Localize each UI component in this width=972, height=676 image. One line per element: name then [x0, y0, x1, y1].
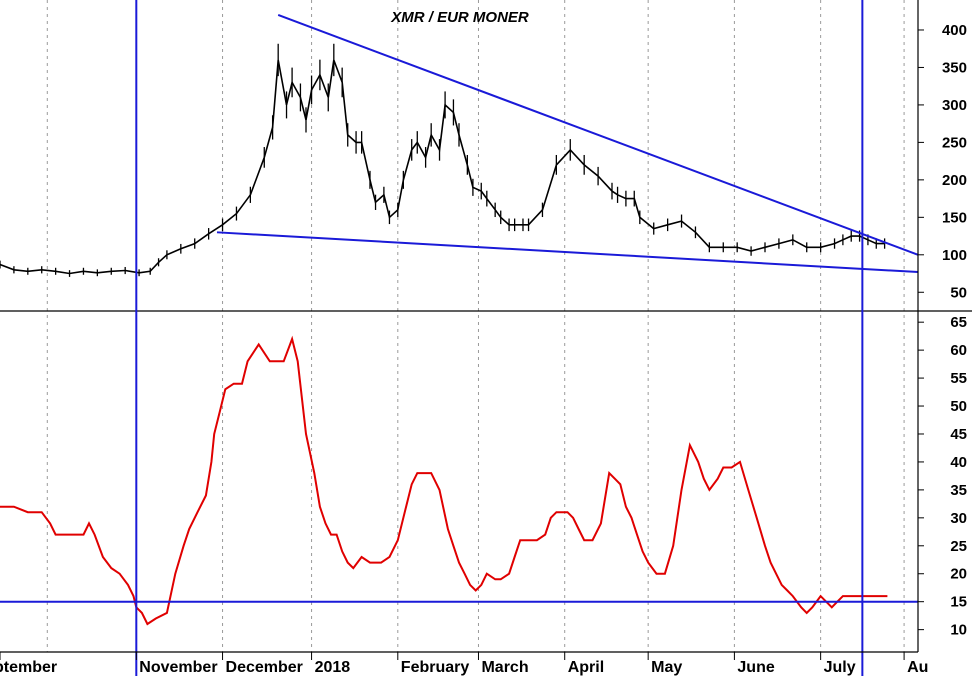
oscillator-ytick-label: 15: [950, 594, 967, 611]
month-label: 2018: [315, 659, 351, 676]
price-ytick-label: 200: [942, 172, 967, 189]
month-label: December: [226, 659, 303, 676]
month-label: ptember: [0, 659, 57, 676]
month-label: May: [651, 659, 682, 676]
trendline: [216, 231, 919, 274]
oscillator-ytick-label: 60: [950, 342, 967, 359]
month-label: June: [737, 659, 774, 676]
price-ytick-label: 400: [942, 22, 967, 39]
oscillator-ytick-label: 35: [950, 482, 967, 499]
month-label: November: [139, 659, 217, 676]
month-label: March: [481, 659, 528, 676]
price-ytick-label: 150: [942, 209, 967, 226]
trendline: [277, 14, 919, 256]
month-label: Au: [907, 659, 928, 676]
oscillator-panel: [0, 335, 888, 626]
oscillator-ytick-label: 40: [950, 454, 967, 471]
oscillator-ytick-label: 25: [950, 538, 967, 555]
price-panel: [0, 14, 919, 277]
oscillator-series-line: [0, 335, 888, 626]
month-label: April: [568, 659, 604, 676]
oscillator-ytick-label: 10: [950, 622, 967, 639]
oscillator-ytick-label: 55: [950, 370, 967, 387]
oscillator-ytick-label: 65: [950, 314, 967, 331]
month-label: July: [824, 659, 856, 676]
oscillator-ytick-label: 30: [950, 510, 967, 527]
oscillator-ytick-label: 20: [950, 566, 967, 583]
oscillator-ytick-label: 45: [950, 426, 967, 443]
price-ytick-label: 50: [950, 284, 967, 301]
oscillator-ytick-label: 50: [950, 398, 967, 415]
price-ytick-label: 300: [942, 97, 967, 114]
price-ytick-label: 350: [942, 59, 967, 76]
price-ytick-label: 100: [942, 247, 967, 264]
price-ytick-label: 250: [942, 134, 967, 151]
month-label: February: [401, 659, 470, 676]
chart-title: XMR / EUR MONER: [390, 9, 529, 26]
